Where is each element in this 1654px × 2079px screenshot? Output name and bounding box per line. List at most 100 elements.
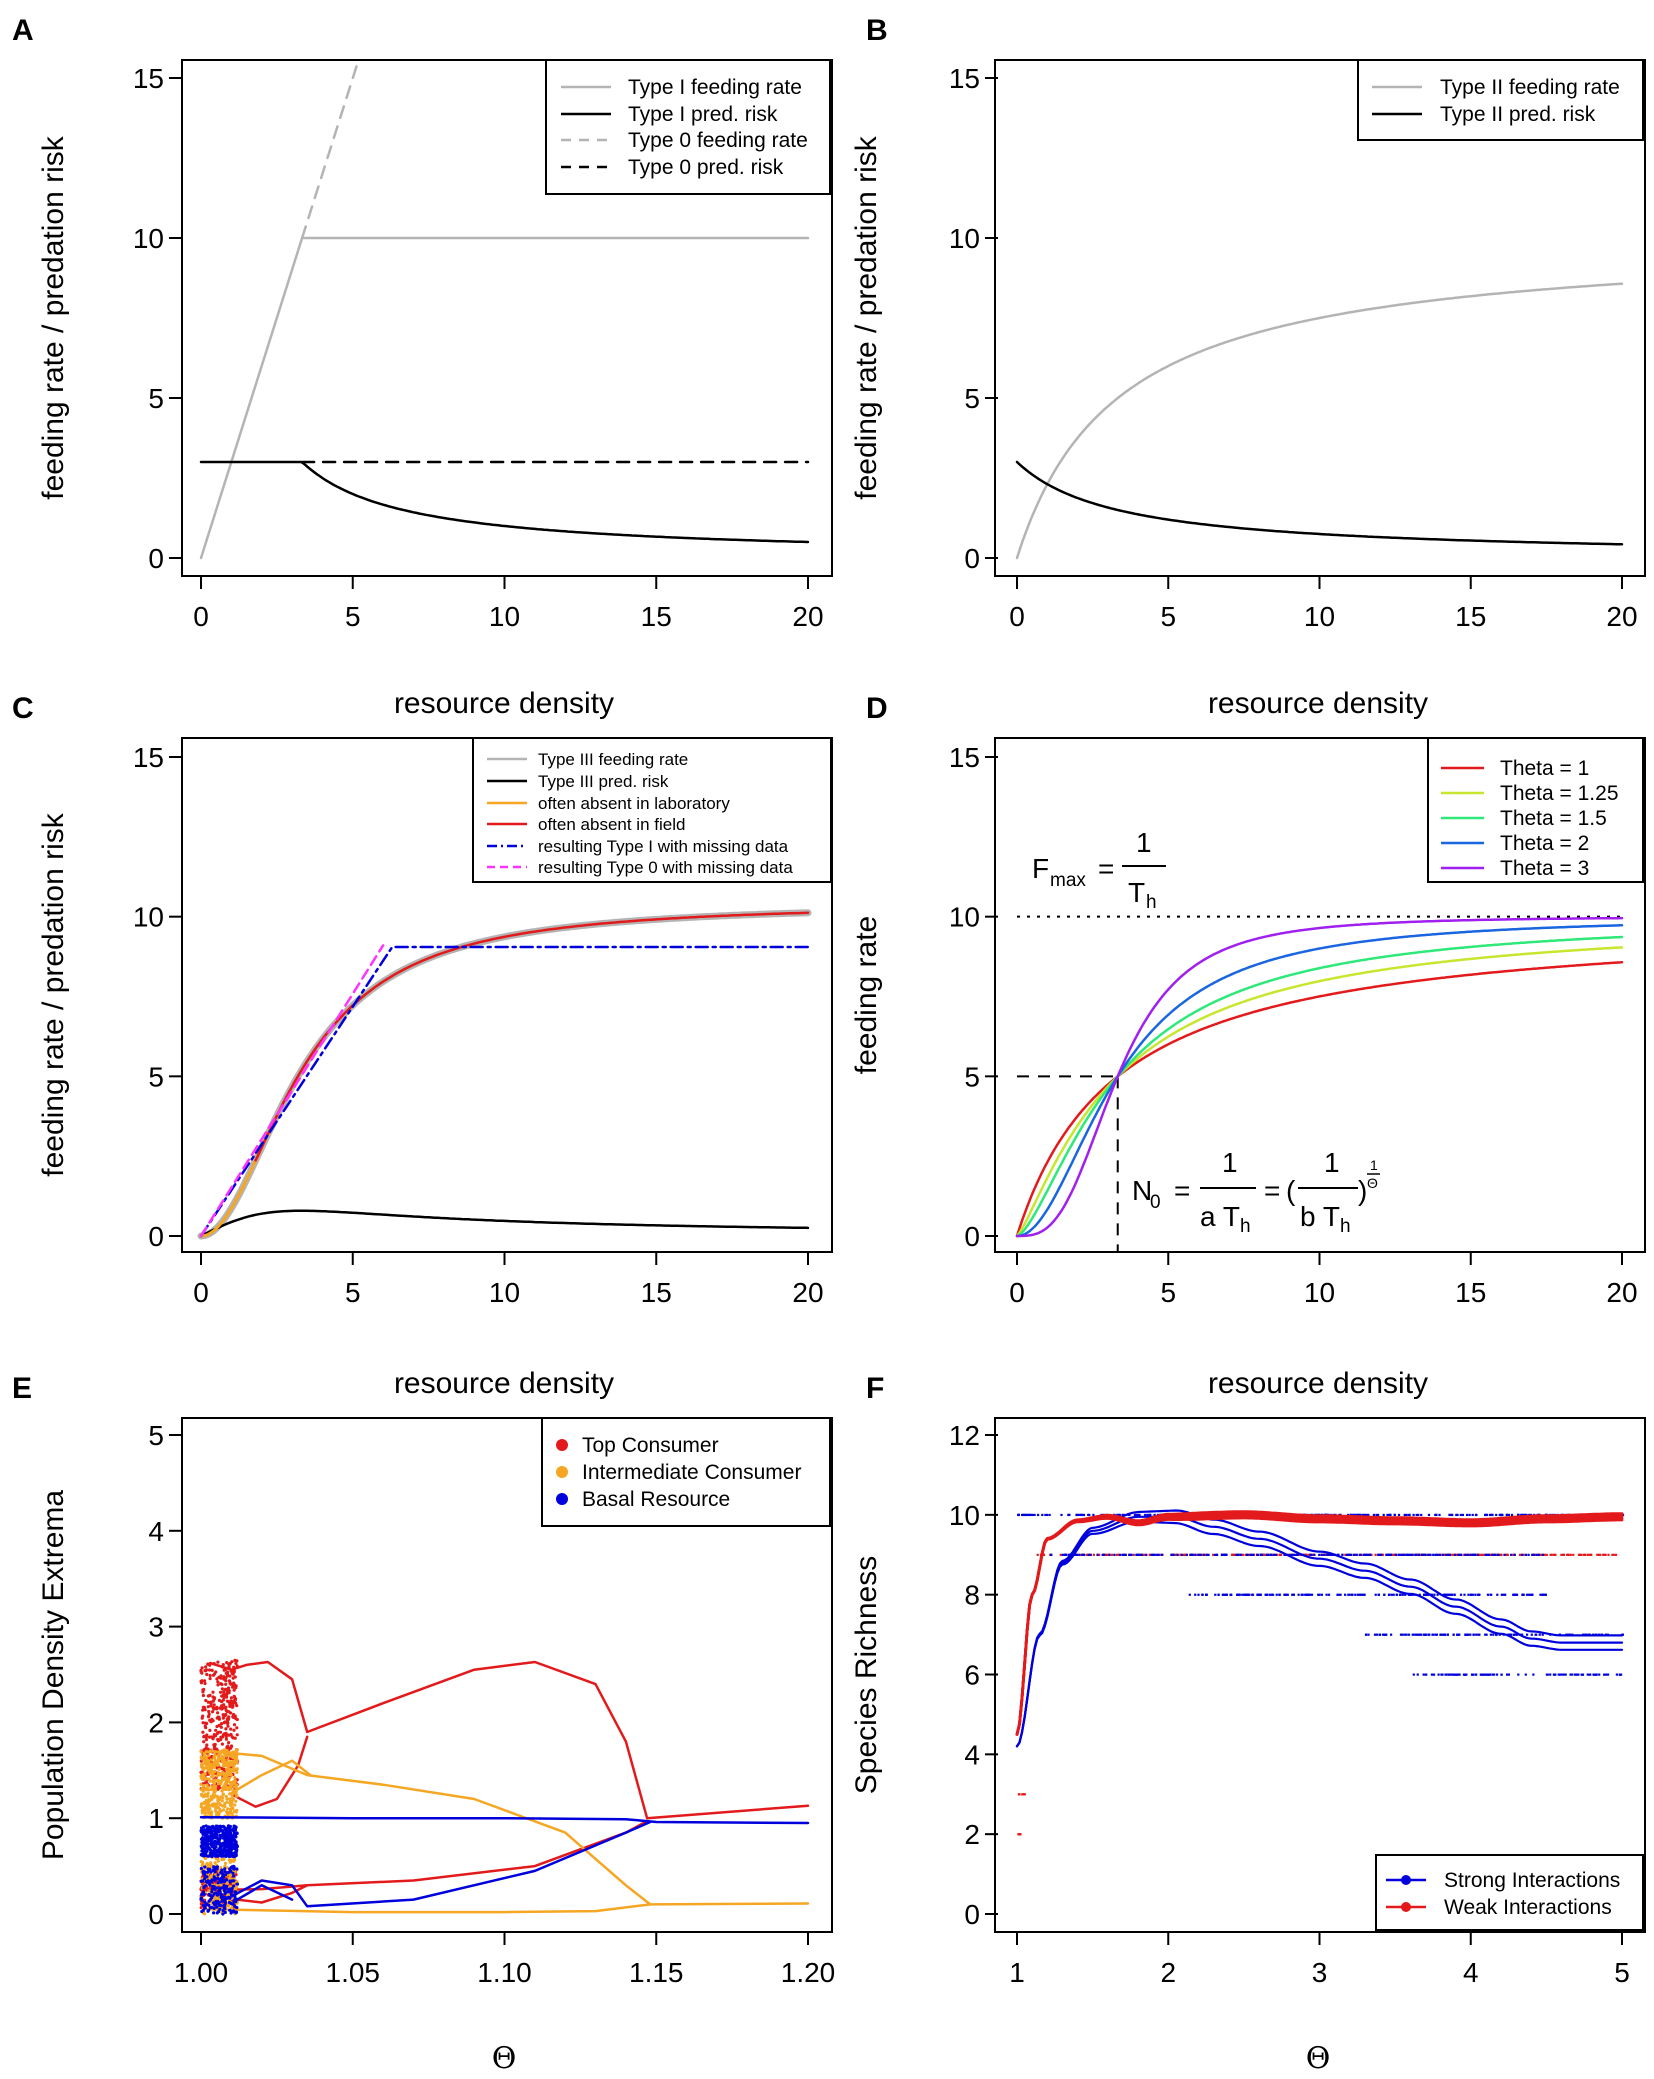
- y-tick-label: 15: [949, 742, 980, 773]
- data-point: [1115, 1553, 1118, 1556]
- data-point: [227, 1854, 231, 1859]
- data-point: [234, 1701, 238, 1705]
- data-point: [226, 1833, 230, 1837]
- data-point: [1458, 1673, 1461, 1676]
- data-point: [1413, 1633, 1416, 1636]
- data-point: [1425, 1673, 1428, 1676]
- x-tick-label: 1.00: [174, 1957, 229, 1988]
- data-point: [216, 1825, 220, 1830]
- data-point: [1274, 1553, 1277, 1556]
- data-point: [202, 1892, 206, 1896]
- data-point: [218, 1772, 222, 1776]
- data-point: [235, 1767, 239, 1771]
- data-point: [1506, 1553, 1509, 1556]
- x-tick-label: 20: [1606, 1277, 1637, 1308]
- equals-sign: =: [1174, 1175, 1190, 1206]
- fraction-subscript: h: [1146, 892, 1157, 913]
- y-tick-label: 3: [148, 1612, 164, 1643]
- data-point: [232, 1865, 236, 1869]
- data-point: [1496, 1593, 1499, 1596]
- data-point: [1278, 1553, 1281, 1556]
- data-point: [1017, 1513, 1020, 1517]
- data-point: [1405, 1633, 1408, 1636]
- data-point: [1418, 1593, 1421, 1596]
- data-point: [1369, 1553, 1372, 1556]
- data-point: [1432, 1553, 1435, 1556]
- data-point: [1491, 1513, 1494, 1517]
- legend-entry: Theta = 1: [1500, 757, 1589, 780]
- data-point: [1365, 1553, 1369, 1556]
- bifurcation-curve: [205, 1903, 652, 1914]
- data-point: [199, 1755, 203, 1759]
- data-point: [235, 1867, 239, 1871]
- data-point: [1537, 1553, 1540, 1556]
- data-point: [1206, 1553, 1209, 1556]
- y-tick-label: 10: [949, 1500, 980, 1531]
- data-point: [210, 1796, 214, 1800]
- data-point: [1399, 1633, 1403, 1636]
- series-line: [1015, 1511, 1624, 1736]
- legend-key-dot: [1401, 1875, 1411, 1885]
- data-point: [1133, 1513, 1136, 1517]
- data-point: [202, 1837, 206, 1841]
- data-point: [1361, 1593, 1364, 1596]
- data-point: [1424, 1553, 1427, 1556]
- panel-c: C resource density feeding rate / predat…: [12, 687, 833, 1308]
- y-tick-label: 4: [148, 1516, 164, 1547]
- y-tick-label: 10: [133, 902, 164, 933]
- data-point: [206, 1768, 210, 1772]
- data-point: [207, 1797, 211, 1802]
- data-point: [1502, 1593, 1505, 1596]
- data-point: [1111, 1553, 1114, 1556]
- data-point: [1059, 1553, 1062, 1556]
- data-point: [1495, 1673, 1499, 1676]
- data-point: [225, 1884, 229, 1888]
- panel-title-d: resource density: [1208, 687, 1428, 720]
- data-point: [205, 1794, 210, 1798]
- series-line: [197, 909, 812, 1240]
- data-point: [200, 1788, 204, 1792]
- y-axis-label-c: feeding rate / predation risk: [37, 812, 70, 1177]
- data-point: [1450, 1593, 1454, 1596]
- data-point: [234, 1810, 238, 1814]
- data-point: [202, 1825, 206, 1829]
- data-point: [1397, 1553, 1400, 1556]
- data-point: [1430, 1673, 1433, 1676]
- data-point: [1447, 1673, 1450, 1676]
- data-point: [1323, 1553, 1326, 1556]
- data-point: [1351, 1593, 1354, 1596]
- data-point: [1455, 1513, 1458, 1517]
- data-point: [215, 1774, 219, 1778]
- data-point: [199, 1837, 204, 1841]
- data-point: [211, 1824, 215, 1828]
- data-point: [1380, 1553, 1383, 1556]
- data-point: [1605, 1673, 1608, 1676]
- data-point: [234, 1799, 238, 1803]
- data-point: [1442, 1633, 1445, 1636]
- data-point: [1037, 1513, 1040, 1517]
- data-point: [214, 1789, 218, 1793]
- data-point: [206, 1762, 210, 1766]
- x-tick-label: 5: [345, 601, 361, 632]
- data-point: [1085, 1553, 1088, 1556]
- data-point: [214, 1811, 219, 1815]
- legend-entry: often absent in field: [538, 815, 685, 834]
- data-point: [228, 1887, 232, 1891]
- x-tick-label: 15: [1455, 1277, 1486, 1308]
- data-point: [1469, 1553, 1472, 1556]
- data-point: [1509, 1633, 1512, 1636]
- series-line: [1015, 1520, 1624, 1748]
- data-point: [1422, 1673, 1425, 1676]
- x-axis-label-e: Θ: [492, 2041, 517, 2076]
- data-point: [215, 1716, 219, 1720]
- data-point: [227, 1779, 231, 1783]
- data-point: [219, 1880, 223, 1884]
- data-point: [215, 1840, 220, 1844]
- data-point: [216, 1680, 220, 1684]
- data-point: [1307, 1593, 1310, 1596]
- data-point: [205, 1880, 209, 1884]
- data-point: [223, 1888, 227, 1892]
- bifurcation-curve: [208, 1660, 810, 1820]
- data-point: [1493, 1673, 1496, 1676]
- data-point: [235, 1770, 239, 1774]
